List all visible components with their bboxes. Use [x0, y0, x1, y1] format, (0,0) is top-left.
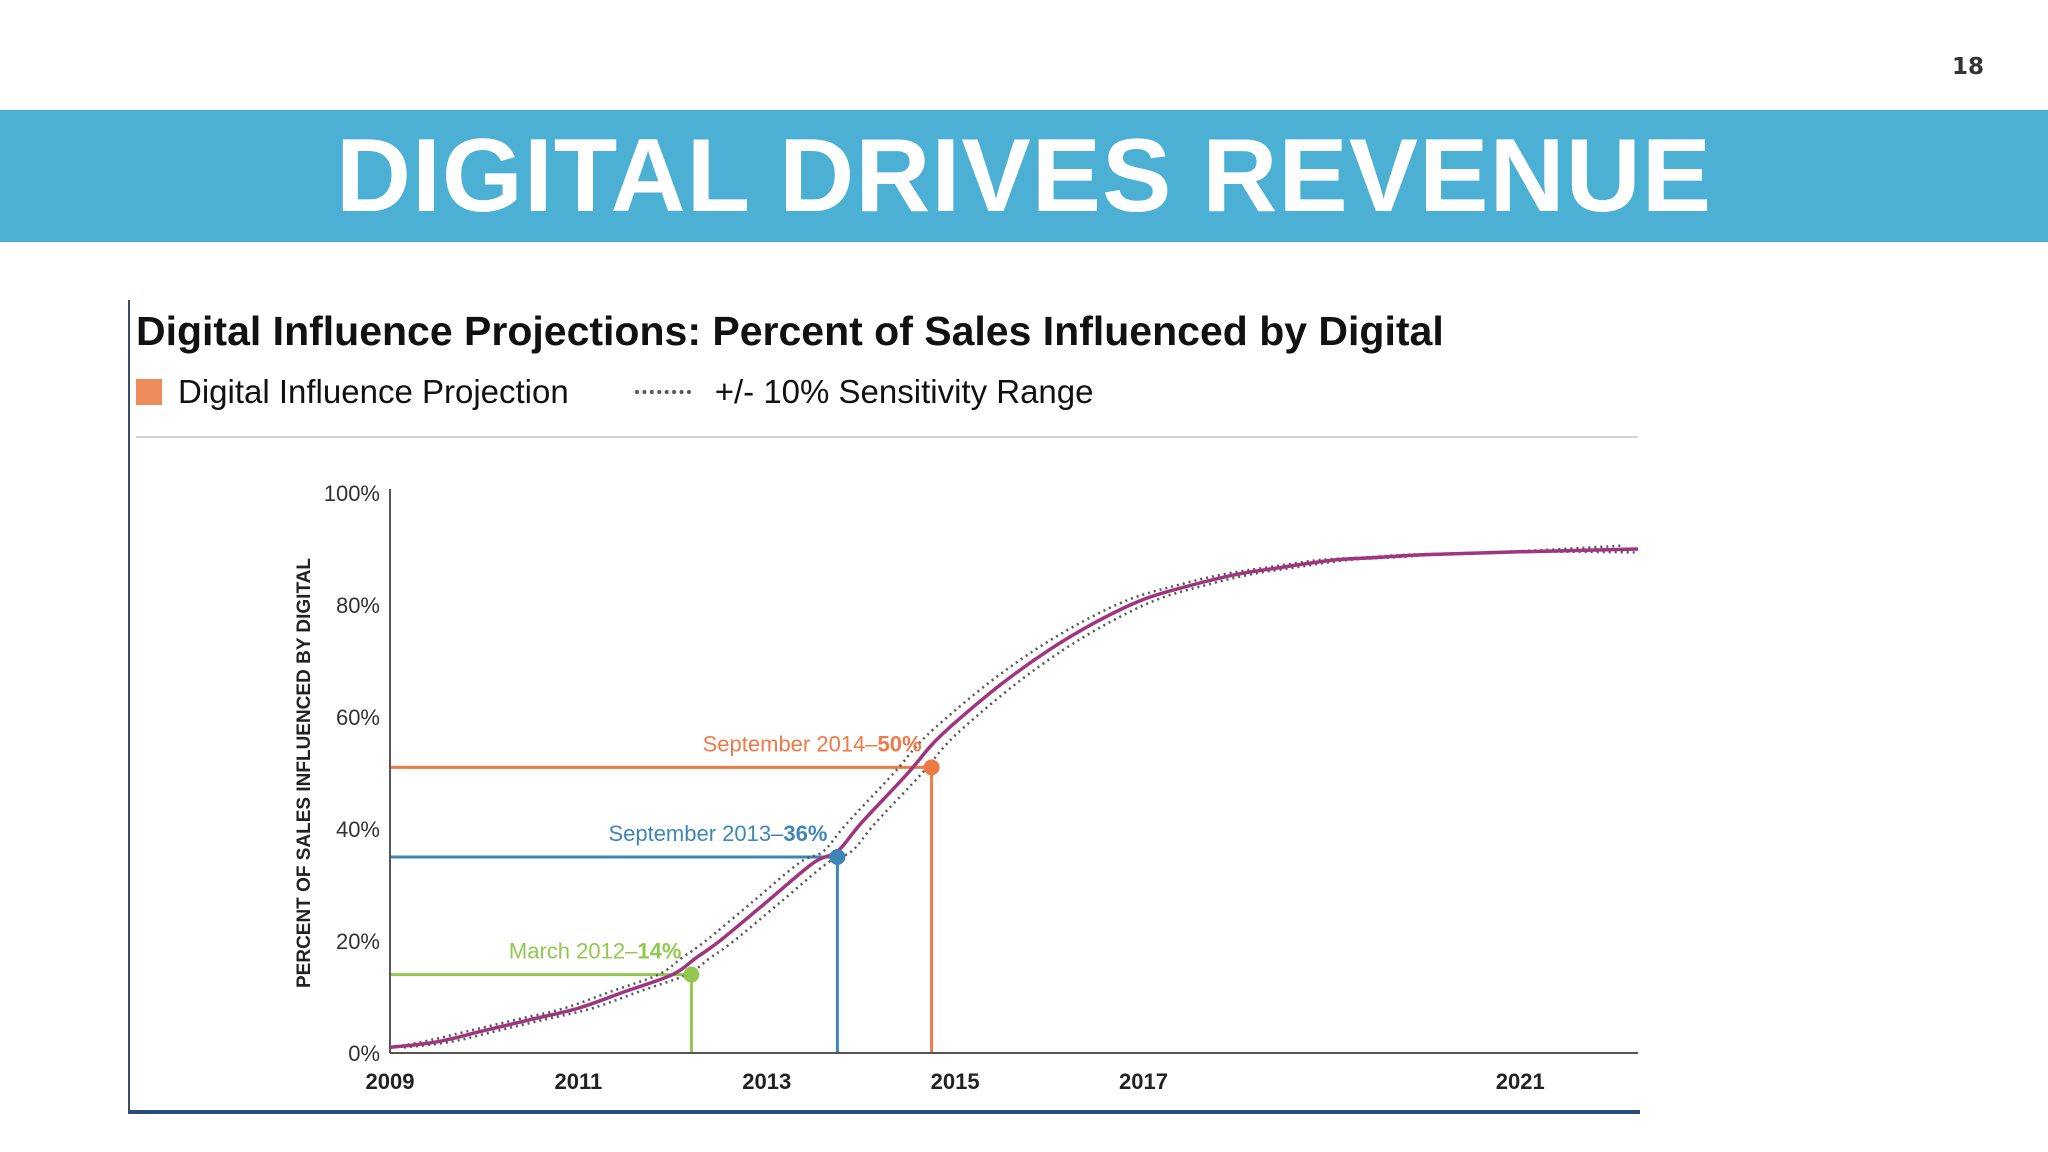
y-tick-label: 0% [348, 1041, 380, 1066]
marker-point [683, 966, 700, 983]
line-chart: 0% 20% 40% 60% 80% 100% 2009 2011 2013 2015 2017 20… [294, 481, 1639, 1094]
marker-annotation: September 2014–50% [703, 731, 922, 756]
marker-annotation-value: 36% [783, 821, 827, 846]
chart-legend: Digital Influence Projection +/- 10% Sen… [136, 372, 1094, 412]
x-tick-label: 2015 [931, 1069, 980, 1094]
title-banner: DIGITAL DRIVES REVENUE [0, 110, 2048, 242]
chart-panel: Digital Influence Projections: Percent o… [128, 300, 1640, 1114]
y-tick-label: 60% [336, 705, 380, 730]
marker-annotation: September 2013–36% [608, 821, 827, 846]
marker-point [829, 849, 846, 865]
slide-title: DIGITAL DRIVES REVENUE [335, 118, 1713, 234]
y-tick-label: 20% [336, 929, 380, 954]
y-axis-label: PERCENT OF SALES INFLUENCED BY DIGITAL [294, 558, 315, 988]
marker-annotation-date: September 2013– [608, 821, 784, 846]
sensitivity-upper-line [389, 544, 1624, 1049]
sensitivity-lower-line [403, 550, 1639, 1049]
projection-line [389, 547, 1639, 1050]
marker-annotation-value: 14% [637, 939, 681, 964]
marker-point [923, 759, 940, 776]
legend-swatch-projection [136, 379, 162, 405]
marker-annotation-value: 50% [878, 731, 922, 756]
x-tick-label: 2011 [555, 1069, 603, 1094]
x-tick-label: 2017 [1119, 1069, 1168, 1094]
y-tick-label: 100% [324, 481, 380, 506]
marker-annotation-date: September 2014– [703, 731, 879, 756]
marker-annotation-date: March 2012– [509, 939, 638, 964]
marker-annotation: March 2012–14% [509, 939, 681, 964]
legend-dotted-line-icon [634, 390, 691, 394]
legend-label-sensitivity: +/- 10% Sensitivity Range [714, 373, 1094, 410]
y-tick-label: 80% [336, 593, 380, 618]
legend-label-projection: Digital Influence Projection [178, 373, 569, 410]
page-number: 18 [1951, 54, 1984, 80]
x-tick-label: 2009 [366, 1069, 415, 1094]
x-tick-label: 2013 [742, 1069, 791, 1094]
chart-title: Digital Influence Projections: Percent o… [136, 308, 1444, 354]
y-tick-label: 40% [336, 817, 380, 842]
legend-divider [136, 436, 1638, 438]
x-tick-label: 2021 [1496, 1069, 1545, 1094]
